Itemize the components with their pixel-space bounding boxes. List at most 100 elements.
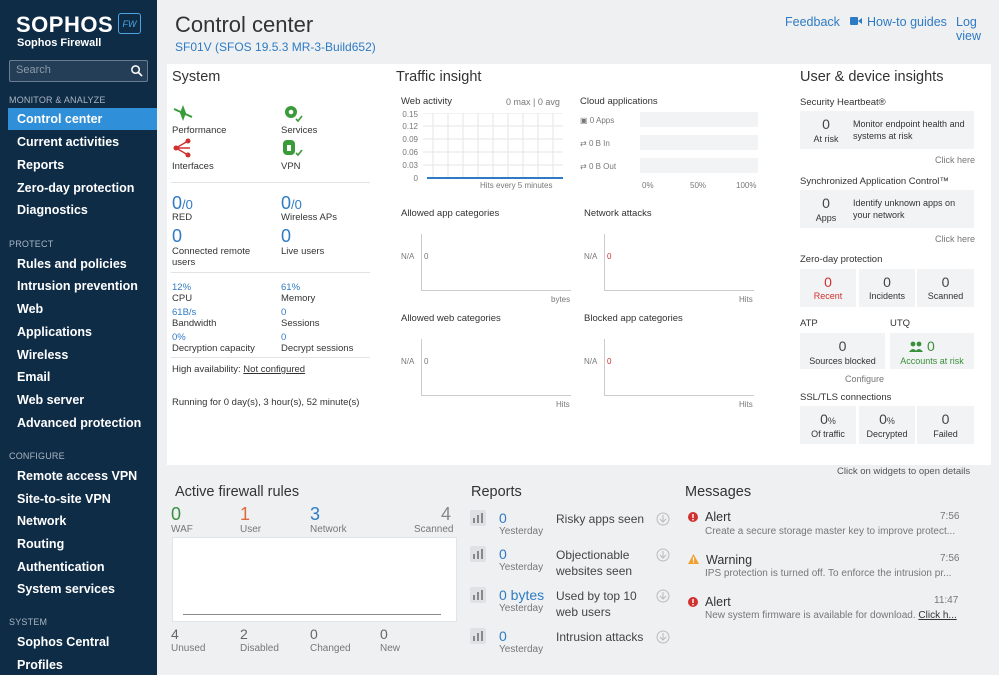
sidebar-item-diagnostics[interactable]: Diagnostics bbox=[17, 203, 88, 217]
heartbeat-title: Security Heartbeat® bbox=[800, 97, 886, 108]
sac-click-here[interactable]: Click here bbox=[935, 234, 976, 244]
sidebar-item-authentication[interactable]: Authentication bbox=[17, 560, 105, 574]
sidebar-item-zero-day[interactable]: Zero-day protection bbox=[17, 181, 135, 195]
search-icon[interactable] bbox=[130, 64, 143, 77]
report-chart-icon bbox=[470, 510, 486, 526]
zd-scanned-cell[interactable] bbox=[917, 269, 974, 307]
unused-label: Unused bbox=[171, 643, 206, 654]
divider bbox=[171, 357, 370, 358]
sidebar-item-network[interactable]: Network bbox=[17, 514, 67, 528]
remote-users-label: Connected remote users bbox=[172, 246, 251, 268]
sidebar-item-wireless[interactable]: Wireless bbox=[17, 348, 69, 362]
scanned-count: 4 bbox=[441, 504, 452, 524]
cloud-out-row: ⇄ 0 B Out bbox=[580, 162, 617, 171]
heartbeat-click-here[interactable]: Click here bbox=[935, 155, 976, 165]
insights-title: User & device insights bbox=[800, 69, 944, 85]
ssl-failed-cell[interactable] bbox=[917, 406, 974, 444]
utq-count: 0 bbox=[927, 338, 935, 354]
na-label: N/A bbox=[584, 252, 598, 261]
page-title: Control center bbox=[175, 12, 314, 37]
zd-incidents-cell[interactable] bbox=[859, 269, 915, 307]
section-protect: PROTECT bbox=[9, 239, 54, 249]
sidebar-item-current-activities[interactable]: Current activities bbox=[17, 135, 120, 149]
utq-widget[interactable] bbox=[890, 333, 974, 369]
x-axis-label: Hits every 5 minutes bbox=[480, 181, 553, 190]
ssl-decrypted-value: 0% bbox=[879, 411, 895, 427]
unit-label: Hits bbox=[739, 400, 753, 409]
firmware-link[interactable]: Click h... bbox=[918, 610, 957, 621]
sac-widget[interactable] bbox=[800, 190, 974, 228]
message-type: Warning bbox=[706, 553, 753, 567]
axis bbox=[604, 395, 754, 396]
system-title: System bbox=[172, 69, 221, 85]
video-icon bbox=[850, 17, 862, 25]
device-version: SF01V (SFOS 19.5.3 MR-3-Build652) bbox=[175, 40, 376, 54]
ssl-failed-value: 0 bbox=[941, 411, 950, 427]
report-period: Yesterday bbox=[499, 603, 544, 614]
sidebar-item-web-server[interactable]: Web server bbox=[17, 393, 85, 407]
ssl-traffic-cell[interactable] bbox=[800, 406, 856, 444]
vpn-icon bbox=[283, 140, 303, 157]
download-icon[interactable] bbox=[656, 630, 670, 644]
configure-link[interactable]: Configure bbox=[845, 374, 885, 384]
download-icon[interactable] bbox=[656, 548, 670, 562]
user-count: 1 bbox=[240, 504, 251, 524]
sidebar-item-control-center[interactable]: Control center bbox=[8, 108, 157, 130]
ssl-decrypted-cell[interactable] bbox=[859, 406, 915, 444]
how-to-guides-link[interactable]: How-to guides bbox=[867, 15, 947, 29]
ssl-title: SSL/TLS connections bbox=[800, 392, 892, 403]
sidebar-item-reports[interactable]: Reports bbox=[17, 158, 65, 172]
cloud-in-row: ⇄ 0 B In bbox=[580, 139, 610, 148]
sidebar-search bbox=[9, 60, 148, 82]
decrypt-sessions-label: Decrypt sessions bbox=[281, 343, 354, 354]
ha-link[interactable]: Not configured bbox=[243, 364, 306, 375]
report-chart-icon bbox=[470, 546, 486, 562]
x-tick: 50% bbox=[690, 181, 707, 190]
divider bbox=[171, 182, 370, 183]
axis bbox=[421, 395, 571, 396]
widgets-hint: Click on widgets to open details bbox=[837, 466, 971, 477]
services-label[interactable]: Services bbox=[281, 125, 318, 136]
sidebar-item-advanced-protection[interactable]: Advanced protection bbox=[17, 416, 142, 430]
decryption-capacity-value: 0% bbox=[172, 332, 186, 343]
sidebar-item-system-services[interactable]: System services bbox=[17, 582, 115, 596]
search-input[interactable] bbox=[10, 61, 125, 79]
feedback-link[interactable]: Feedback bbox=[785, 15, 840, 29]
vpn-label[interactable]: VPN bbox=[281, 161, 301, 172]
heartbeat-widget[interactable] bbox=[800, 111, 974, 149]
sidebar-item-applications[interactable]: Applications bbox=[17, 325, 93, 339]
web-activity-title: Web activity bbox=[401, 96, 453, 107]
web-activity-grid bbox=[423, 113, 563, 179]
sidebar: SOPHOS FW Sophos Firewall MONITOR & ANAL… bbox=[0, 0, 157, 675]
sac-desc: Identify unknown apps on your network bbox=[853, 198, 956, 220]
atp-widget[interactable] bbox=[800, 333, 885, 369]
atp-count: 0 bbox=[838, 338, 847, 354]
sidebar-item-rules[interactable]: Rules and policies bbox=[17, 257, 127, 271]
sidebar-item-web[interactable]: Web bbox=[17, 302, 44, 316]
ssl-decrypted-label: Decrypted bbox=[866, 429, 908, 439]
log-viewer-link[interactable]: Log view bbox=[956, 15, 982, 43]
zd-incidents-count: 0 bbox=[883, 274, 891, 290]
axis bbox=[421, 339, 422, 395]
decrypt-sessions-value: 0 bbox=[281, 332, 287, 343]
sidebar-item-site-vpn[interactable]: Site-to-site VPN bbox=[17, 492, 111, 506]
download-icon[interactable] bbox=[656, 512, 670, 526]
sidebar-item-profiles[interactable]: Profiles bbox=[17, 658, 63, 672]
waf-label: WAF bbox=[171, 524, 193, 535]
uptime: Running for 0 day(s), 3 hour(s), 52 minu… bbox=[172, 397, 360, 408]
zd-recent-cell[interactable] bbox=[800, 269, 856, 307]
cpu-label: CPU bbox=[172, 293, 193, 304]
network-count: 3 bbox=[310, 504, 321, 524]
unit-label: bytes bbox=[551, 295, 571, 304]
sidebar-item-sophos-central[interactable]: Sophos Central bbox=[17, 635, 110, 649]
sidebar-item-routing[interactable]: Routing bbox=[17, 537, 65, 551]
performance-label[interactable]: Performance bbox=[172, 125, 227, 136]
unit-label: Hits bbox=[556, 400, 570, 409]
sidebar-item-email[interactable]: Email bbox=[17, 370, 51, 384]
sidebar-item-intrusion[interactable]: Intrusion prevention bbox=[17, 279, 138, 293]
report-label: Intrusion attacks bbox=[556, 630, 644, 644]
cloud-apps-row: ▣ 0 Apps bbox=[580, 116, 615, 125]
download-icon[interactable] bbox=[656, 589, 670, 603]
interfaces-label[interactable]: Interfaces bbox=[172, 161, 214, 172]
sidebar-item-remote-vpn[interactable]: Remote access VPN bbox=[17, 469, 138, 483]
